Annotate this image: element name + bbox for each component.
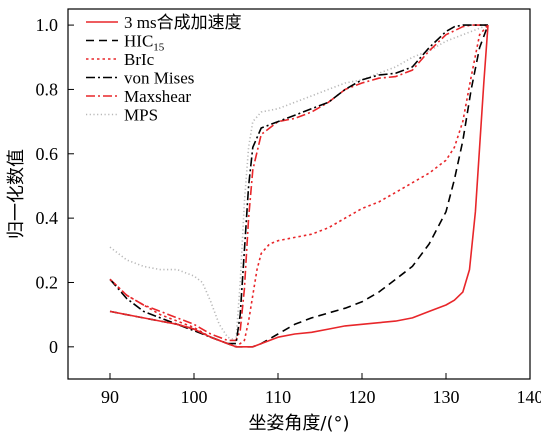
series-line <box>109 24 489 348</box>
series-line <box>109 24 488 345</box>
legend-label-main: Maxshear <box>124 87 191 106</box>
legend-label-main: 3 ms合成加速度 <box>124 13 242 32</box>
y-tick-label: 0.8 <box>36 79 59 99</box>
x-axis-title: 坐姿角度/(°) <box>248 413 349 434</box>
legend-label-main: MPS <box>124 106 158 125</box>
legend-label-sub: 15 <box>153 42 165 54</box>
legend-label: MPS <box>124 106 158 125</box>
x-tick-label: 130 <box>433 387 460 407</box>
series-line <box>109 24 489 348</box>
legend-label-main: von Mises <box>124 69 194 88</box>
y-tick-label: 0 <box>49 337 58 357</box>
axis-ticks: 90 100 110 120 130 140 0 0.2 0.4 0.6 0.8 1.0 <box>36 15 541 407</box>
legend-label: von Mises <box>124 69 194 88</box>
series-line <box>109 24 489 342</box>
legend-label: HIC15 <box>124 32 165 54</box>
legend-label-main: BrIc <box>124 50 155 69</box>
x-tick-label: 90 <box>101 387 119 407</box>
series-line <box>109 24 488 342</box>
x-tick-label: 100 <box>181 387 208 407</box>
y-tick-label: 0.6 <box>36 144 59 164</box>
series-layer <box>109 24 489 348</box>
y-tick-label: 1.0 <box>36 15 59 35</box>
y-axis-title: 归一化数值 <box>6 149 27 239</box>
series-line <box>109 25 489 348</box>
y-tick-label: 0.2 <box>36 272 59 292</box>
legend-label: Maxshear <box>124 87 191 106</box>
y-tick-label: 0.4 <box>36 208 59 228</box>
plot-frame <box>67 8 531 380</box>
legend-label-main: HIC <box>124 32 153 51</box>
x-tick-label: 120 <box>349 387 376 407</box>
x-tick-label: 140 <box>517 387 541 407</box>
x-tick-label: 110 <box>265 387 291 407</box>
legend-label: BrIc <box>124 50 155 69</box>
legend-label: 3 ms合成加速度 <box>124 13 242 32</box>
